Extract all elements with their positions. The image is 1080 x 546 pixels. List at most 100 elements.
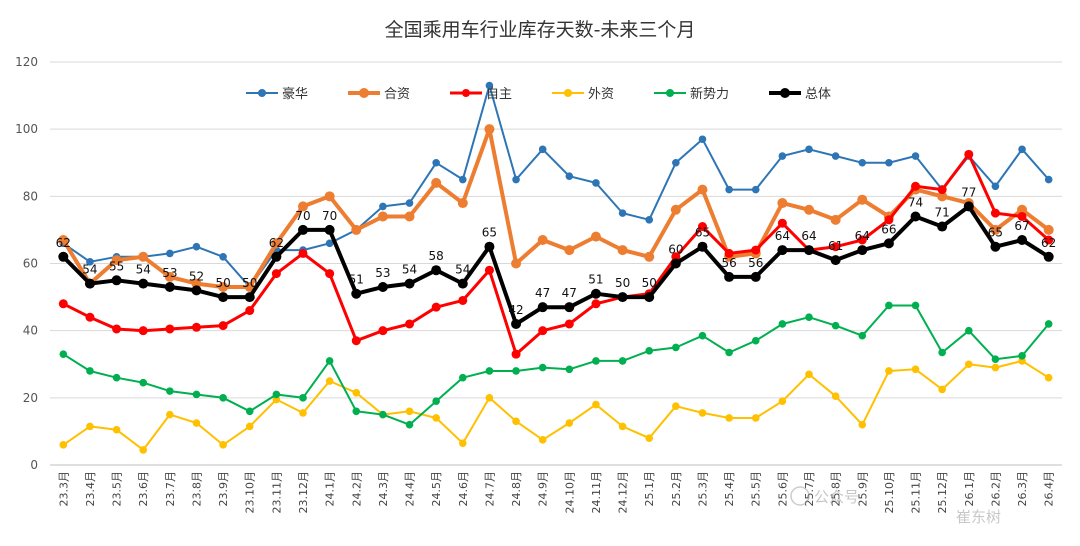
y-tick-label: 120 bbox=[15, 55, 38, 69]
data-point bbox=[805, 313, 813, 322]
data-point bbox=[830, 255, 841, 266]
y-tick-label: 40 bbox=[23, 324, 38, 338]
legend-item: 合资 bbox=[348, 87, 410, 102]
data-point bbox=[86, 367, 94, 375]
x-axis-ticks: 23.3月 23.4月 23.5月 23.6月 23.7月 23.8月 23.9月 23.10… bbox=[57, 471, 1055, 514]
x-tick-label: 24.10月 bbox=[563, 471, 576, 514]
data-point bbox=[645, 216, 654, 224]
series-line bbox=[62, 359, 1050, 451]
data-point bbox=[858, 158, 867, 167]
data-point bbox=[85, 312, 95, 322]
data-label: 64 bbox=[775, 229, 790, 243]
data-point bbox=[1044, 175, 1053, 184]
data-point bbox=[511, 349, 521, 359]
data-label: 65 bbox=[482, 226, 497, 240]
data-label: 77 bbox=[961, 185, 976, 199]
data-point bbox=[670, 204, 681, 215]
data-point bbox=[432, 414, 440, 422]
data-point bbox=[724, 271, 735, 282]
data-point bbox=[324, 191, 335, 202]
data-point bbox=[164, 282, 175, 293]
x-tick-label: 26.2月 bbox=[989, 471, 1002, 507]
data-point bbox=[166, 410, 174, 419]
data-point bbox=[830, 214, 841, 225]
data-point bbox=[564, 302, 575, 313]
x-tick-label: 23.5月 bbox=[111, 471, 124, 507]
legend-swatch-marker bbox=[780, 88, 790, 98]
data-point bbox=[138, 278, 149, 289]
data-point bbox=[938, 385, 946, 394]
x-tick-label: 26.3月 bbox=[1016, 471, 1029, 507]
data-point bbox=[670, 258, 681, 269]
x-tick-label: 25.4月 bbox=[723, 471, 736, 507]
data-label: 53 bbox=[162, 266, 177, 280]
data-label: 56 bbox=[721, 256, 736, 270]
x-tick-label: 25.9月 bbox=[856, 471, 869, 507]
data-label: 52 bbox=[189, 269, 204, 283]
data-label: 74 bbox=[908, 195, 923, 209]
data-point bbox=[644, 251, 655, 262]
data-point bbox=[778, 320, 787, 328]
data-point bbox=[1043, 224, 1054, 235]
legend-swatch-marker bbox=[564, 89, 572, 97]
data-point bbox=[511, 318, 522, 329]
x-tick-label: 25.12月 bbox=[936, 471, 949, 514]
data-label: 65 bbox=[988, 226, 1003, 240]
data-point bbox=[112, 425, 121, 434]
data-point bbox=[218, 292, 229, 303]
data-point bbox=[165, 324, 175, 334]
data-point bbox=[592, 400, 600, 409]
legend-label: 总体 bbox=[805, 87, 831, 102]
data-point bbox=[298, 201, 308, 212]
data-point bbox=[139, 446, 148, 454]
data-point bbox=[1044, 320, 1053, 328]
legend-label: 外资 bbox=[588, 87, 614, 102]
data-label: 61 bbox=[828, 239, 843, 253]
data-point bbox=[644, 292, 655, 303]
x-tick-label: 23.7月 bbox=[164, 471, 177, 507]
data-point bbox=[991, 182, 1000, 191]
data-point bbox=[963, 201, 974, 212]
data-point bbox=[458, 175, 467, 184]
data-point bbox=[911, 301, 920, 310]
data-label: 66 bbox=[881, 222, 896, 236]
y-tick-label: 60 bbox=[23, 257, 38, 271]
x-tick-label: 26.4月 bbox=[1043, 471, 1056, 507]
data-point bbox=[1018, 145, 1026, 154]
legend: 豪华 合资 自主 外资 新势力 总体 bbox=[246, 86, 831, 102]
data-point bbox=[86, 258, 94, 266]
data-point bbox=[244, 292, 255, 303]
data-point bbox=[964, 360, 973, 369]
x-tick-label: 24.8月 bbox=[510, 471, 523, 507]
data-point bbox=[245, 407, 254, 416]
y-tick-label: 80 bbox=[23, 189, 38, 203]
series-group bbox=[59, 301, 1053, 429]
data-point bbox=[351, 288, 362, 299]
x-tick-label: 23.6月 bbox=[137, 471, 150, 507]
data-label: 71 bbox=[935, 206, 950, 220]
data-point bbox=[138, 326, 148, 336]
data-point bbox=[1043, 251, 1054, 262]
data-point bbox=[671, 252, 681, 262]
x-tick-label: 25.8月 bbox=[830, 471, 843, 507]
data-point bbox=[750, 271, 761, 282]
x-tick-label: 23.10月 bbox=[244, 471, 257, 514]
data-point bbox=[404, 278, 415, 289]
wechat-icon bbox=[790, 486, 810, 506]
data-point bbox=[485, 367, 494, 375]
data-point bbox=[565, 365, 574, 374]
data-point bbox=[244, 282, 255, 293]
watermark-name: 崔东树 bbox=[956, 508, 1001, 526]
data-point bbox=[166, 249, 174, 258]
data-point bbox=[618, 357, 627, 365]
data-point bbox=[538, 145, 547, 154]
data-point bbox=[58, 299, 68, 309]
legend-item: 外资 bbox=[552, 87, 614, 102]
data-point bbox=[990, 224, 1001, 235]
data-point bbox=[512, 367, 520, 375]
data-label: 54 bbox=[82, 263, 97, 277]
data-point bbox=[512, 417, 520, 426]
data-point bbox=[698, 331, 707, 340]
x-tick-label: 25.10月 bbox=[883, 471, 896, 514]
x-tick-label: 24.11月 bbox=[590, 471, 603, 514]
